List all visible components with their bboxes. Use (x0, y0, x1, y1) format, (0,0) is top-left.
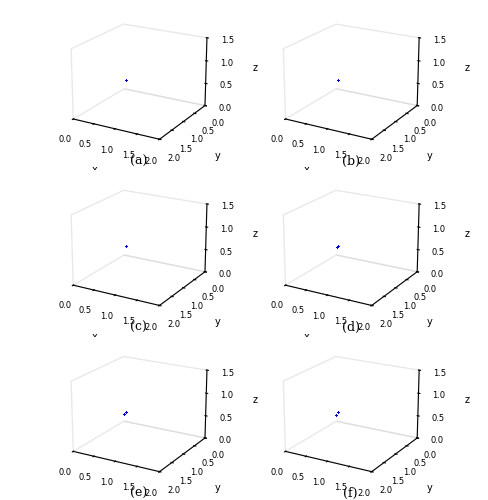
Y-axis label: y: y (214, 151, 220, 161)
X-axis label: x: x (303, 498, 309, 500)
Title: (d): (d) (341, 321, 359, 334)
X-axis label: x: x (91, 332, 97, 342)
Y-axis label: y: y (214, 483, 220, 493)
Title: (f): (f) (343, 487, 357, 500)
X-axis label: x: x (303, 166, 309, 175)
Y-axis label: y: y (214, 317, 220, 327)
Title: (e): (e) (129, 487, 147, 500)
Y-axis label: y: y (426, 317, 431, 327)
Y-axis label: y: y (426, 151, 431, 161)
Title: (a): (a) (129, 154, 147, 168)
Title: (b): (b) (341, 154, 359, 168)
Title: (c): (c) (130, 321, 146, 334)
X-axis label: x: x (91, 498, 97, 500)
X-axis label: x: x (91, 166, 97, 175)
Y-axis label: y: y (426, 483, 431, 493)
X-axis label: x: x (303, 332, 309, 342)
